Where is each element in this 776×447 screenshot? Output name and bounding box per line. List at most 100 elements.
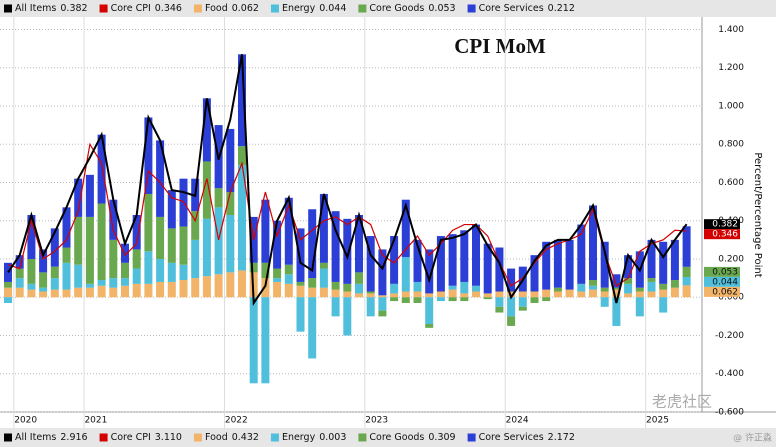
bar-segment xyxy=(261,297,270,384)
bar-segment xyxy=(97,285,106,298)
value-tag-bg xyxy=(704,219,740,230)
legend-swatch xyxy=(4,4,12,13)
bar-segment xyxy=(436,297,445,302)
legend-value: 0.003 xyxy=(319,432,346,443)
bar-segment xyxy=(97,280,106,286)
y-tick-label: -0.200 xyxy=(715,331,744,341)
bar-segment xyxy=(331,281,340,290)
bar-segment xyxy=(635,291,644,298)
bar-segment xyxy=(27,215,36,259)
bar-segment xyxy=(261,278,270,298)
bar-segment xyxy=(460,281,469,294)
line-1 xyxy=(7,142,687,287)
bar-segment xyxy=(179,280,188,298)
bar-segment xyxy=(284,283,293,298)
bar-segment xyxy=(343,283,352,292)
bar-segment xyxy=(659,241,668,284)
chart-title: CPI MoM xyxy=(454,34,546,58)
bar-segment xyxy=(202,218,211,277)
bar-segment xyxy=(343,218,352,284)
bar-segment xyxy=(319,262,328,269)
value-tag: 0.062 xyxy=(712,287,738,297)
legend-swatch xyxy=(193,433,202,442)
bar-segment xyxy=(85,174,94,217)
bar-segment xyxy=(4,281,12,288)
legend-value: 2.172 xyxy=(548,432,575,443)
y-tick-label: 1.200 xyxy=(718,63,744,73)
bar-segment xyxy=(659,297,668,313)
bar-segment xyxy=(261,199,270,263)
bar-segment xyxy=(507,316,516,326)
bar-segment xyxy=(202,161,211,219)
legend-value: 0.309 xyxy=(428,432,455,443)
bar-segment xyxy=(670,287,679,298)
bar-segment xyxy=(132,268,141,284)
legend-swatch xyxy=(270,4,279,13)
bar-segment xyxy=(249,262,258,273)
bar-segment xyxy=(647,291,656,298)
value-tag: 0.053 xyxy=(712,267,738,277)
bar-segment xyxy=(121,243,129,263)
bar-segment xyxy=(191,278,200,298)
bar-segment xyxy=(27,283,36,290)
bar-segment xyxy=(296,285,305,298)
y-tick-label: -0.400 xyxy=(715,369,744,379)
bar-segment xyxy=(308,209,317,279)
legend-value: 0.062 xyxy=(232,3,259,14)
x-tick-label: 2022 xyxy=(225,416,248,426)
legend-name: Food xyxy=(205,3,228,14)
bar-segment xyxy=(284,197,293,265)
bars xyxy=(4,54,691,384)
bar-segment xyxy=(600,297,609,307)
bar-segment xyxy=(682,226,691,267)
bar-segment xyxy=(355,215,363,273)
bar-segment xyxy=(355,283,363,294)
bar-segment xyxy=(238,270,246,298)
bar-segment xyxy=(425,249,434,294)
bar-segment xyxy=(495,297,504,307)
legend-name: Core Services xyxy=(479,432,544,443)
bar-segment xyxy=(109,278,118,288)
bottom-legend-bg xyxy=(0,428,776,447)
bar-segment xyxy=(319,193,328,263)
legend-name: Core CPI xyxy=(111,3,151,14)
bar-segment xyxy=(202,276,211,298)
bar-segment xyxy=(612,289,621,298)
bar-segment xyxy=(284,264,293,275)
bar-segment xyxy=(74,287,83,298)
value-tag-bg xyxy=(704,229,740,240)
top-legend-bg xyxy=(0,0,776,17)
bar-segment xyxy=(542,241,551,290)
x-tick-label: 2023 xyxy=(365,416,388,426)
bar-segment xyxy=(472,285,480,292)
bar-segment xyxy=(27,258,36,284)
bar-segment xyxy=(682,266,691,277)
x-tick-label: 2025 xyxy=(646,416,669,426)
bar-segment xyxy=(121,285,129,298)
bar-segment xyxy=(565,289,574,298)
legend-value: 0.044 xyxy=(319,3,346,14)
bar-segment xyxy=(390,283,399,294)
bar-segment xyxy=(179,264,188,281)
bar-segment xyxy=(553,287,562,292)
bar-segment xyxy=(401,257,410,292)
y-tick-label: 0.800 xyxy=(718,140,744,150)
bottom-legend: All Items 2.916 Core CPI 3.110 Food 0.432 Ener… xyxy=(4,432,575,443)
bar-segment xyxy=(226,215,235,273)
bar-segment xyxy=(635,297,644,317)
bar-segment xyxy=(144,193,153,252)
bar-segment xyxy=(50,266,59,279)
bar-segment xyxy=(331,297,340,317)
bar-segment xyxy=(62,289,71,298)
bar-segment xyxy=(530,297,539,303)
bar-segment xyxy=(366,297,375,317)
bar-segment xyxy=(50,278,59,290)
bar-segment xyxy=(448,285,457,290)
bar-segment xyxy=(273,268,282,279)
bar-segment xyxy=(343,291,352,298)
bar-segment xyxy=(460,230,469,282)
bar-segment xyxy=(612,274,621,288)
bar-segment xyxy=(167,262,176,282)
y-tick-label: 0.200 xyxy=(718,254,744,264)
